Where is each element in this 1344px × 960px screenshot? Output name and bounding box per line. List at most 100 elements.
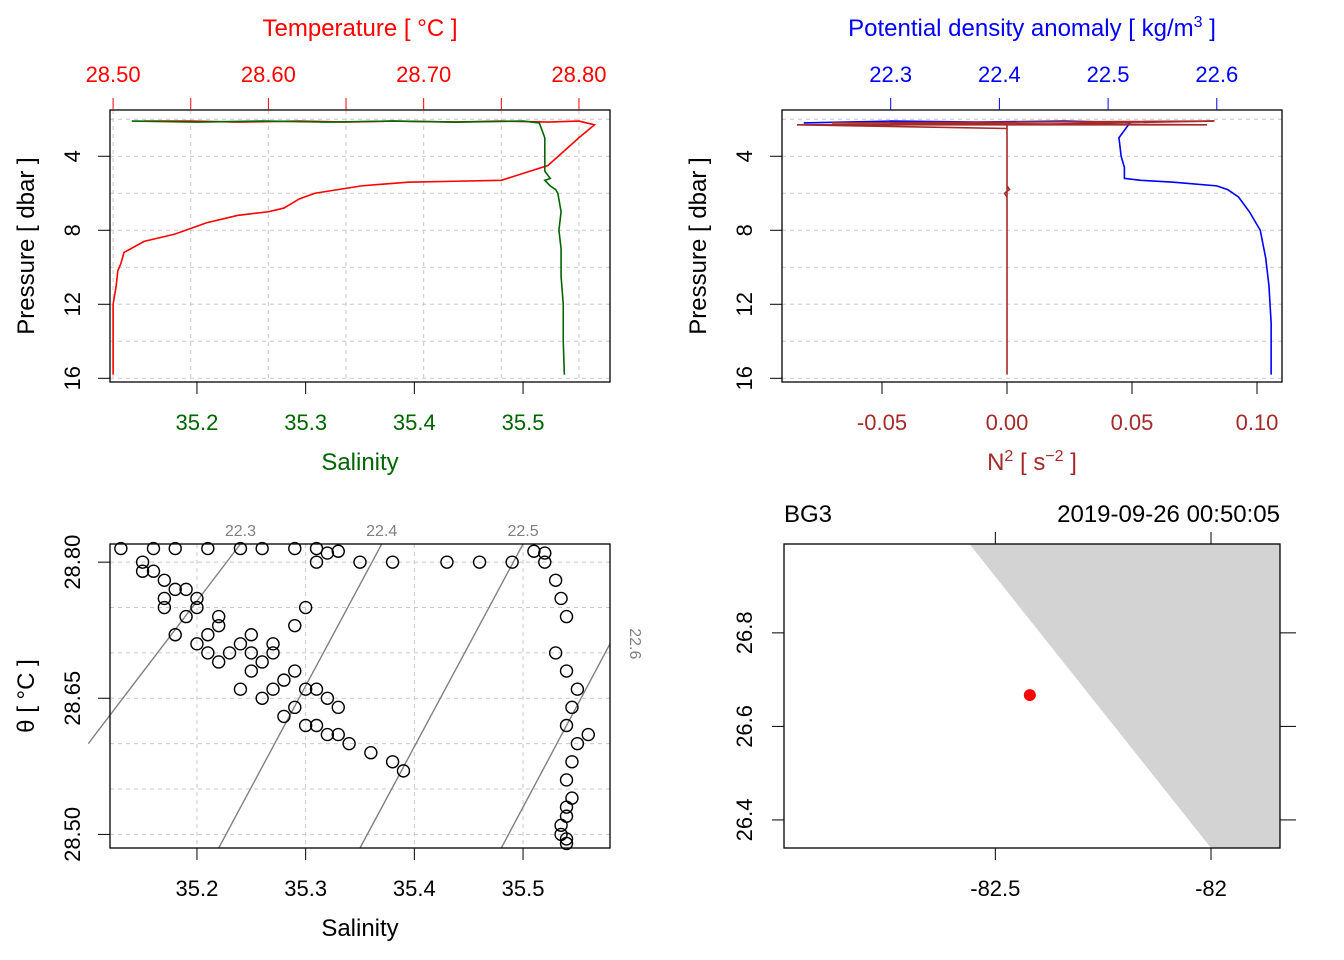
land-polygon [969,544,1280,848]
ts-points [114,541,595,851]
ts-salinity-tick-label: 35.3 [284,876,327,901]
ts-point [157,591,172,606]
n2-tick-label: 0.00 [986,410,1029,435]
temperature-tick-label: 28.70 [396,62,451,87]
density-profile-line [803,120,1272,375]
ts-point [255,655,269,669]
ts-point [331,727,345,742]
station-marker [1023,689,1036,702]
ts-point [538,555,552,569]
density-tick-label: 22.6 [1195,62,1238,87]
ts-point [527,544,541,558]
isopycnal-label: 22.4 [366,523,397,540]
pressure-tick-label: 12 [60,292,85,316]
station-map-panel: -82.5 -82 26.4 26.6 26.8 BG3 2019-09-26 00:5… [732,501,1296,901]
ts-point [548,573,563,587]
ts-point [559,832,574,846]
ts-point [146,564,161,578]
ts-point [277,709,291,724]
ts-point [233,637,248,651]
pressure-tick-label: 8 [60,224,85,236]
ts-point [179,609,193,624]
lat-tick-label: 26.4 [732,799,757,842]
ts-point [559,809,574,823]
pressure-tick-label: 16 [732,366,757,390]
ts-point [255,691,269,705]
ts-point [168,541,182,556]
ts-point [385,755,400,769]
temperature-axis-title: Temperature [ °C ] [263,15,458,42]
temperature-tick-label: 28.60 [241,62,296,87]
ts-point [570,736,585,751]
ts-point [570,682,585,696]
isopycnal-line [218,543,383,849]
p2-ticks: 22.3 22.4 22.5 22.6 -0.05 0.00 0.05 0.10 4 8 12 16 [732,62,1278,435]
ts-point [298,600,313,615]
pressure-tick-label: 12 [732,292,757,316]
theta-tick-label: 28.50 [60,807,85,862]
p4-ticks: -82.5 -82 26.4 26.6 26.8 [732,532,1296,901]
theta-tick-label: 28.80 [60,535,85,590]
profile-density-n2-panel: 22.3 22.4 22.5 22.6-0.05 0.00 0.05 0.10481216 … [685,14,1283,476]
pressure-tick-label: 4 [60,150,85,162]
station-time: 2019-09-26 00:50:05 [1057,501,1280,528]
p3-frame [109,543,611,849]
isopycnal-line [87,543,241,745]
ts-point [114,541,128,556]
isopycnal-label: 22.6 [626,628,643,659]
ts-point [211,609,226,624]
salinity-tick-label: 35.2 [176,410,219,435]
temperature-profile-line [112,120,597,375]
ts-point [559,718,574,733]
temperature-tick-label: 28.80 [551,62,606,87]
ts-point [244,646,259,660]
p3-grid [110,544,610,848]
ts-point [266,646,280,660]
ts-point [331,544,345,558]
isopycnal-line [500,643,611,849]
n2-axis-title: N2 [ s−2 ] [987,448,1077,476]
ts-point [538,546,552,560]
ts-point [440,555,454,569]
pressure-tick-label: 4 [732,150,757,162]
pressure-tick-label: 16 [60,366,85,390]
n2-profile-line [796,120,1215,375]
ts-point [565,700,579,715]
ts-point [168,628,182,642]
ts-point [157,600,172,615]
n2-tick-label: -0.05 [857,410,907,435]
p1-grid [110,110,610,382]
ts-point [320,691,335,705]
p1-frame [109,109,611,383]
ts-point [244,628,259,642]
theta-axis-title: θ [ °C ] [13,659,40,733]
isopycnal-label: 22.3 [225,523,256,540]
ts-diagram-panel: 22.3 22.4 22.5 22.6 35.2 35.3 35.4 35.5 28.50 28… [13,523,643,942]
ts-point [309,718,324,733]
pressure-tick-label: 8 [732,224,757,236]
ts-point [168,582,182,597]
ts-salinity-tick-label: 35.2 [176,876,219,901]
ts-point [211,655,226,669]
station-name: BG3 [784,501,832,528]
ts-salinity-tick-label: 35.4 [393,876,436,901]
ts-point [179,582,193,597]
pressure-axis-title-right: Pressure [ dbar ] [685,157,712,334]
ts-point [146,541,161,556]
isopycnal-line [359,543,524,849]
p4-frame [783,543,1281,849]
ts-point [190,591,204,606]
ts-point [288,664,302,678]
ts-salinity-tick-label: 35.5 [502,876,545,901]
ts-point [190,637,204,651]
ts-point [331,700,345,715]
ts-point [266,637,280,651]
profile-temperature-salinity-panel: 28.50 28.60 28.70 28.80 35.2 35.3 35.4 35.5 4 8 12… [13,15,611,476]
ts-point [298,682,313,696]
ts-point [201,646,215,660]
ts-point [211,618,226,633]
p1-ticks: 28.50 28.60 28.70 28.80 35.2 35.3 35.4 35.5 4 8 12… [60,62,606,435]
ts-point [320,727,335,742]
ts-point [559,836,574,851]
